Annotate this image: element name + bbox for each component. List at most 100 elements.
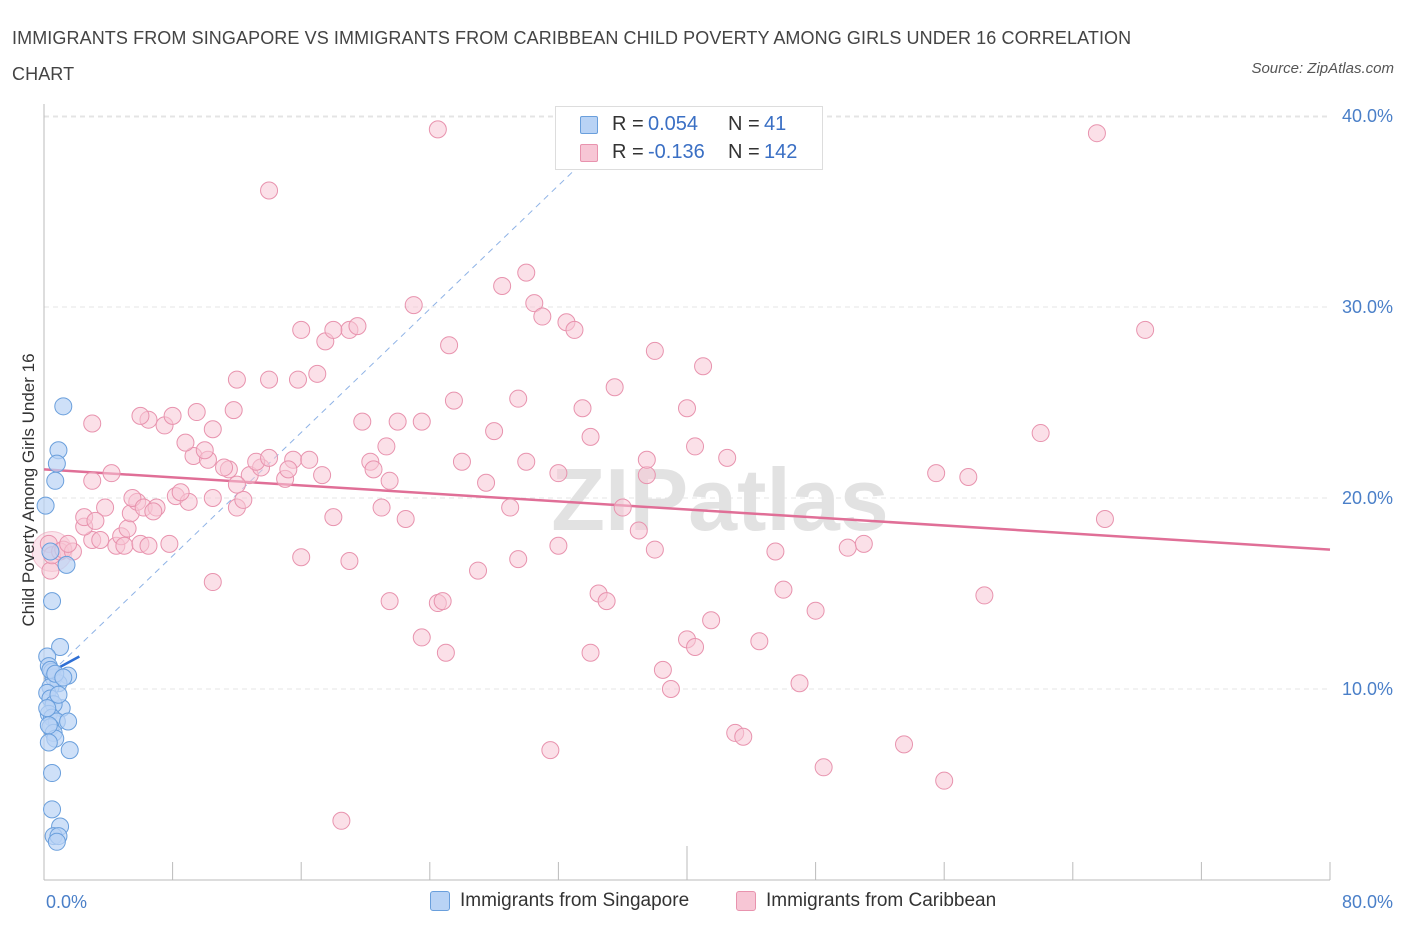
point-singapore xyxy=(60,741,79,760)
point-caribbean xyxy=(838,538,857,557)
point-caribbean xyxy=(324,320,343,339)
point-caribbean xyxy=(477,473,496,492)
point-caribbean xyxy=(444,391,463,410)
point-caribbean xyxy=(195,441,214,460)
point-caribbean xyxy=(300,450,319,469)
point-caribbean xyxy=(224,401,243,420)
point-caribbean xyxy=(308,364,327,383)
point-caribbean xyxy=(959,467,978,486)
point-caribbean xyxy=(766,542,785,561)
point-caribbean xyxy=(41,561,60,580)
legend-row-caribbean: R = -0.136 N = 142 xyxy=(556,139,822,167)
source-label: Source: ZipAtlas.com xyxy=(1251,60,1394,77)
point-caribbean xyxy=(686,637,705,656)
point-caribbean xyxy=(102,464,121,483)
point-caribbean xyxy=(139,536,158,555)
point-caribbean xyxy=(493,276,512,295)
point-caribbean xyxy=(581,427,600,446)
point-caribbean xyxy=(260,181,279,200)
point-singapore xyxy=(49,685,68,704)
point-singapore xyxy=(36,496,55,515)
point-caribbean xyxy=(115,536,134,555)
point-caribbean xyxy=(324,508,343,527)
point-singapore xyxy=(43,764,62,783)
r-label: R = xyxy=(612,113,644,135)
point-caribbean xyxy=(750,632,769,651)
point-caribbean xyxy=(227,475,246,494)
point-singapore xyxy=(54,397,73,416)
point-caribbean xyxy=(661,680,680,698)
point-caribbean xyxy=(428,120,447,139)
point-singapore xyxy=(39,733,58,752)
x-tick-label: 80.0% xyxy=(1342,892,1393,912)
point-singapore xyxy=(39,716,58,735)
point-caribbean xyxy=(541,741,560,760)
point-caribbean xyxy=(83,471,102,490)
point-caribbean xyxy=(412,628,431,647)
point-caribbean xyxy=(91,531,110,550)
y-tick-label: 40.0% xyxy=(1342,106,1393,126)
point-caribbean xyxy=(653,660,672,679)
point-caribbean xyxy=(215,458,234,477)
point-singapore xyxy=(54,668,73,687)
n-value: 41 xyxy=(764,113,787,135)
point-caribbean xyxy=(163,406,182,425)
point-caribbean xyxy=(86,511,105,530)
point-caribbean xyxy=(131,406,150,425)
point-caribbean xyxy=(686,437,705,456)
point-caribbean xyxy=(227,370,246,389)
point-singapore xyxy=(47,832,66,851)
point-caribbean xyxy=(605,378,624,397)
caribbean-swatch xyxy=(580,144,598,162)
point-caribbean xyxy=(509,550,528,569)
point-caribbean xyxy=(935,771,954,790)
point-singapore xyxy=(57,555,76,574)
point-caribbean xyxy=(377,437,396,456)
point-caribbean xyxy=(1095,510,1114,529)
point-singapore xyxy=(46,471,65,490)
point-singapore xyxy=(43,800,62,819)
data-points xyxy=(31,120,1155,851)
point-caribbean xyxy=(353,412,372,431)
point-caribbean xyxy=(260,448,279,467)
point-caribbean xyxy=(637,450,656,469)
point-caribbean xyxy=(118,519,137,538)
point-caribbean xyxy=(380,471,399,490)
point-caribbean xyxy=(313,466,332,485)
point-caribbean xyxy=(814,758,833,777)
point-caribbean xyxy=(203,489,222,507)
axes xyxy=(43,104,1331,881)
caribbean-swatch xyxy=(736,891,756,911)
correlation-legend: R = 0.054 N = 41 R = -0.136 N = 142 xyxy=(555,106,823,170)
point-caribbean xyxy=(340,552,359,571)
r-label: R = xyxy=(612,141,644,163)
point-caribbean xyxy=(854,534,873,553)
n-label: N = xyxy=(728,141,760,163)
point-caribbean xyxy=(440,336,459,355)
point-caribbean xyxy=(187,403,206,422)
point-caribbean xyxy=(96,498,115,517)
point-caribbean xyxy=(927,464,946,483)
y-tick-label: 20.0% xyxy=(1342,488,1393,508)
point-caribbean xyxy=(501,498,520,517)
legend-row-singapore: R = 0.054 N = 41 xyxy=(556,111,822,139)
y-tick-label: 30.0% xyxy=(1342,297,1393,317)
point-singapore xyxy=(38,699,57,718)
point-singapore xyxy=(59,712,78,731)
watermark: ZIPatlas xyxy=(551,450,888,549)
point-caribbean xyxy=(806,601,825,620)
legend-label-caribbean: Immigrants from Caribbean xyxy=(766,890,997,911)
point-caribbean xyxy=(364,460,383,479)
chart-title: IMMIGRANTS FROM SINGAPORE VS IMMIGRANTS … xyxy=(12,28,1132,84)
point-caribbean xyxy=(292,320,311,339)
point-caribbean xyxy=(702,611,721,630)
point-caribbean xyxy=(565,320,584,339)
point-caribbean xyxy=(525,294,544,313)
n-label: N = xyxy=(728,113,760,135)
point-caribbean xyxy=(678,399,696,418)
point-caribbean xyxy=(549,536,568,555)
point-caribbean xyxy=(171,483,190,502)
singapore-swatch xyxy=(430,891,450,911)
singapore-swatch xyxy=(580,116,598,134)
